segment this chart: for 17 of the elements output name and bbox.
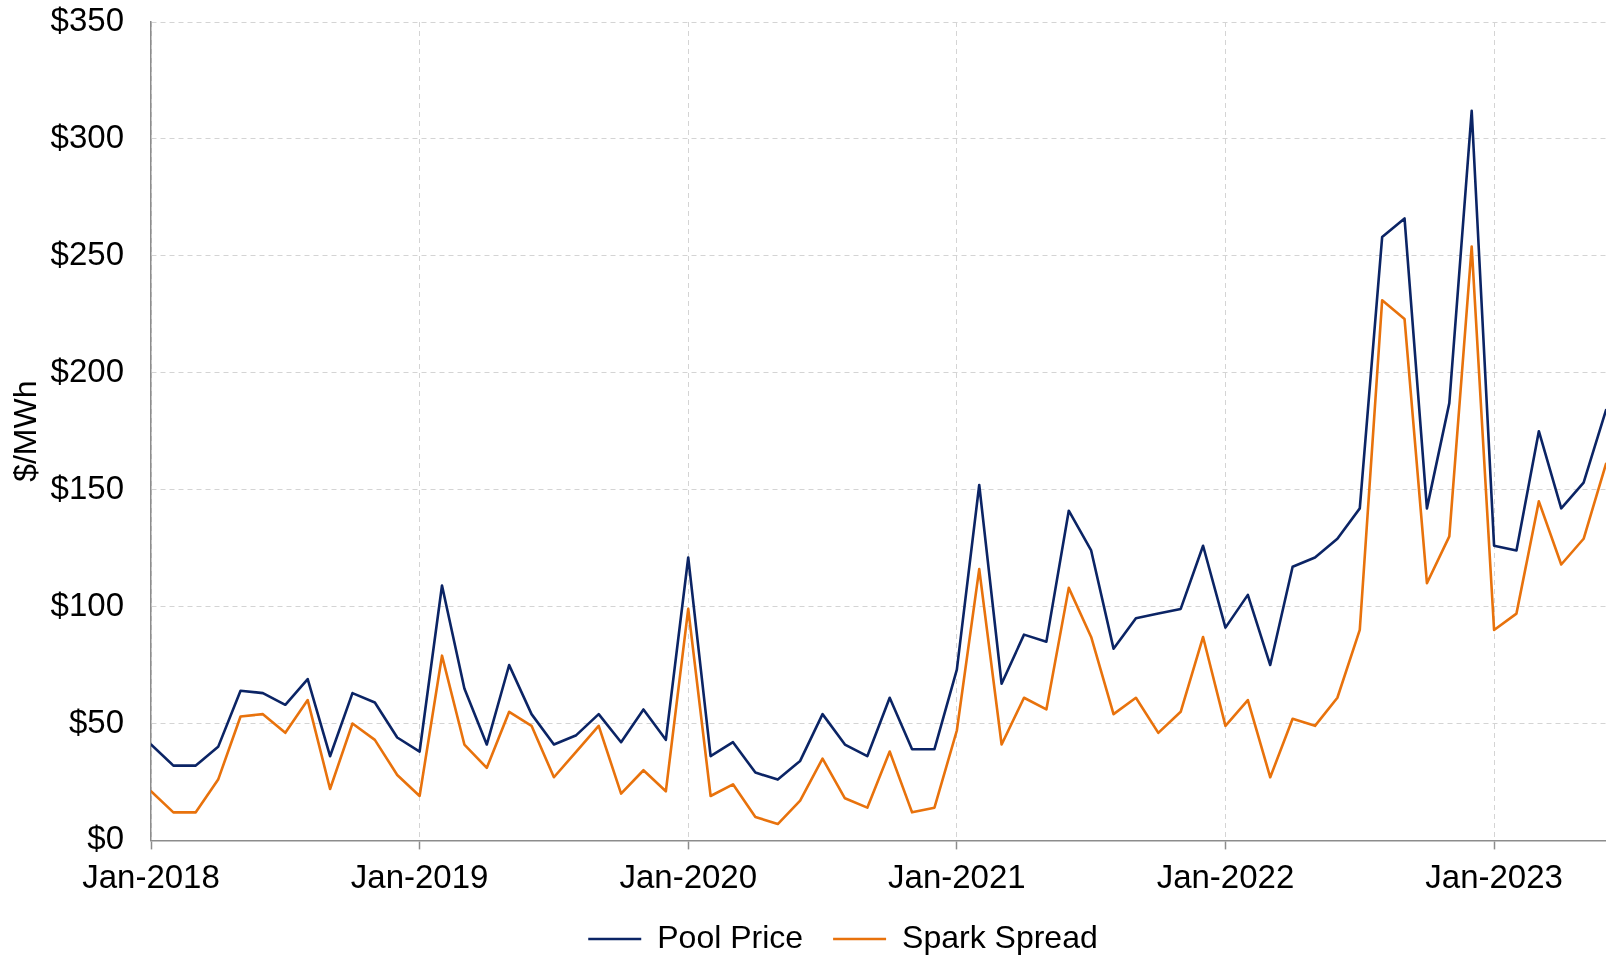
y-tick-label: $250 xyxy=(50,234,124,272)
y-tick-label: $200 xyxy=(50,351,124,389)
x-tick-label: Jan-2020 xyxy=(619,858,758,896)
y-tick-label: $0 xyxy=(87,819,124,857)
legend-label: Pool Price xyxy=(657,918,804,955)
x-tick-label: Jan-2021 xyxy=(888,858,1026,896)
y-tick-label: $350 xyxy=(50,1,124,39)
x-tick-label: Jan-2022 xyxy=(1156,858,1295,896)
y-tick-label: $100 xyxy=(50,585,124,623)
y-tick-label: $50 xyxy=(68,702,124,740)
legend-label: Spark Spread xyxy=(902,918,1098,955)
x-tick-label: Jan-2018 xyxy=(82,858,220,896)
x-tick-label: Jan-2019 xyxy=(350,858,489,896)
y-axis-title: $/MWh xyxy=(7,380,44,482)
x-tick-label: Jan-2023 xyxy=(1425,858,1563,896)
y-tick-label: $300 xyxy=(50,118,124,156)
y-tick-label: $150 xyxy=(50,468,124,506)
